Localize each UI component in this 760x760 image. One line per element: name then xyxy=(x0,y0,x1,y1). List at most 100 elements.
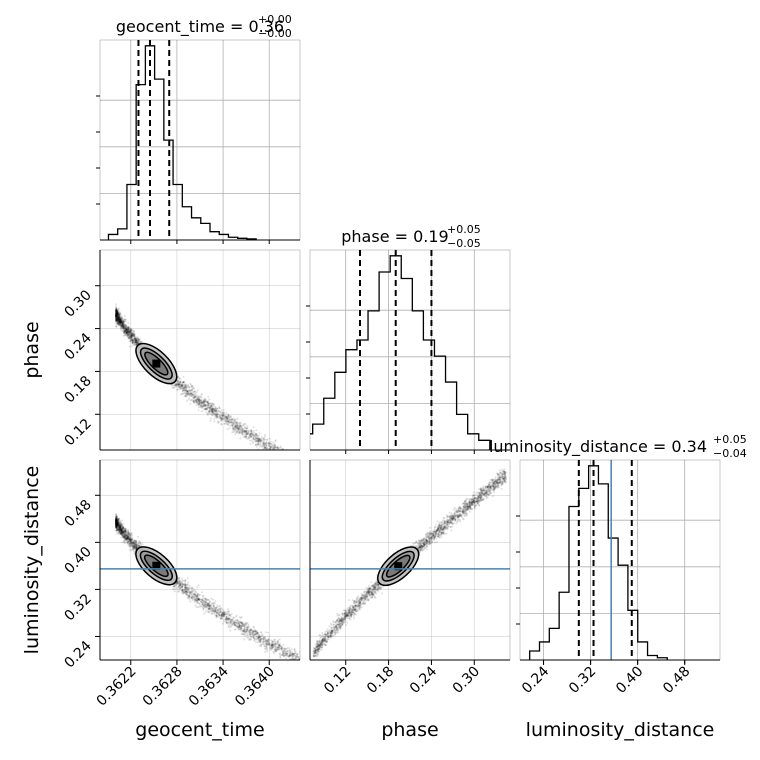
scatter-point xyxy=(173,384,176,387)
scatter-point xyxy=(259,445,262,448)
scatter-point xyxy=(115,313,118,316)
scatter-point xyxy=(181,383,184,386)
scatter-point xyxy=(116,312,118,315)
scatter-point xyxy=(124,324,127,327)
scatter-point xyxy=(131,545,134,547)
scatter-point xyxy=(115,314,117,317)
scatter-point xyxy=(296,461,298,463)
scatter-point xyxy=(115,526,118,529)
scatter-point xyxy=(280,654,282,657)
scatter-point xyxy=(227,617,230,620)
scatter-point xyxy=(133,339,135,342)
scatter-point xyxy=(121,324,124,326)
scatter-point xyxy=(269,447,271,450)
scatter-point xyxy=(232,427,235,430)
scatter-point xyxy=(136,342,139,344)
scatter-point xyxy=(181,389,184,392)
scatter-point xyxy=(258,438,261,441)
scatter-point xyxy=(292,654,295,656)
scatter-point xyxy=(236,423,239,426)
scatter-point xyxy=(124,328,127,331)
scatter-point xyxy=(211,406,214,409)
scatter-point xyxy=(236,422,239,425)
scatter-point xyxy=(133,553,136,556)
scatter-point xyxy=(200,394,203,396)
scatter-point xyxy=(121,316,124,319)
scatter-point xyxy=(125,326,128,329)
scatter-point xyxy=(134,337,137,340)
scatter-point xyxy=(117,524,119,527)
scatter-point xyxy=(241,429,244,432)
scatter-point xyxy=(117,314,120,317)
scatter-point xyxy=(217,417,220,419)
scatter-point xyxy=(118,323,121,326)
scatter-point xyxy=(214,609,216,612)
scatter-point xyxy=(179,385,182,388)
scatter-point xyxy=(225,415,228,418)
scatter-point xyxy=(235,418,237,421)
scatter-point xyxy=(121,530,124,533)
scatter-point xyxy=(126,334,129,336)
scatter-point xyxy=(223,422,226,425)
scatter-point xyxy=(171,384,174,387)
scatter-point xyxy=(116,523,119,526)
scatter-point xyxy=(178,383,181,386)
scatter-point xyxy=(122,328,125,331)
scatter-point xyxy=(185,395,188,398)
scatter-point xyxy=(251,441,254,444)
scatter-point xyxy=(133,344,136,347)
scatter-point xyxy=(227,413,230,416)
scatter-point xyxy=(187,581,190,584)
scatter-point xyxy=(130,335,133,338)
scatter-point xyxy=(130,334,133,337)
scatter-point xyxy=(181,585,184,588)
scatter-point xyxy=(124,537,127,540)
scatter-point xyxy=(124,329,127,332)
scatter-point xyxy=(119,321,122,324)
scatter-point xyxy=(219,417,222,420)
scatter-point xyxy=(219,609,222,612)
scatter-point xyxy=(118,320,121,323)
scatter-point xyxy=(249,434,252,437)
scatter-point xyxy=(245,435,248,438)
scatter-point xyxy=(127,329,130,332)
scatter-point xyxy=(134,340,137,343)
scatter-point xyxy=(220,417,223,420)
scatter-point xyxy=(200,405,203,408)
scatter-point xyxy=(115,525,118,528)
scatter-point xyxy=(139,341,142,343)
scatter-point xyxy=(210,602,213,605)
scatter-point xyxy=(295,461,297,463)
scatter-point xyxy=(130,328,133,331)
scatter-point xyxy=(278,447,281,450)
scatter-point xyxy=(122,321,125,324)
scatter-point xyxy=(115,524,118,527)
scatter-point xyxy=(265,642,268,645)
scatter-point xyxy=(220,417,223,420)
scatter-point xyxy=(116,313,119,316)
scatter-point xyxy=(200,400,203,403)
scatter-point xyxy=(117,321,120,324)
scatter-point xyxy=(120,316,123,319)
scatter-point xyxy=(183,380,185,383)
scatter-point xyxy=(116,310,118,313)
scatter-point xyxy=(137,541,140,544)
scatter-point xyxy=(239,425,242,428)
scatter-point xyxy=(135,543,138,545)
scatter-point xyxy=(128,538,131,541)
scatter-point xyxy=(229,416,232,419)
scatter-point xyxy=(230,613,233,615)
scatter-point xyxy=(267,444,270,447)
scatter-point xyxy=(243,435,246,438)
scatter-point xyxy=(199,401,201,404)
scatter-point xyxy=(215,414,217,417)
scatter-point xyxy=(214,413,217,416)
scatter-point xyxy=(265,644,268,646)
scatter-point xyxy=(199,405,202,407)
scatter-point xyxy=(115,309,117,312)
scatter-point xyxy=(115,318,118,321)
scatter-point xyxy=(185,587,188,590)
scatter-point xyxy=(130,333,133,336)
scatter-point xyxy=(120,320,122,323)
scatter-point xyxy=(131,336,133,339)
